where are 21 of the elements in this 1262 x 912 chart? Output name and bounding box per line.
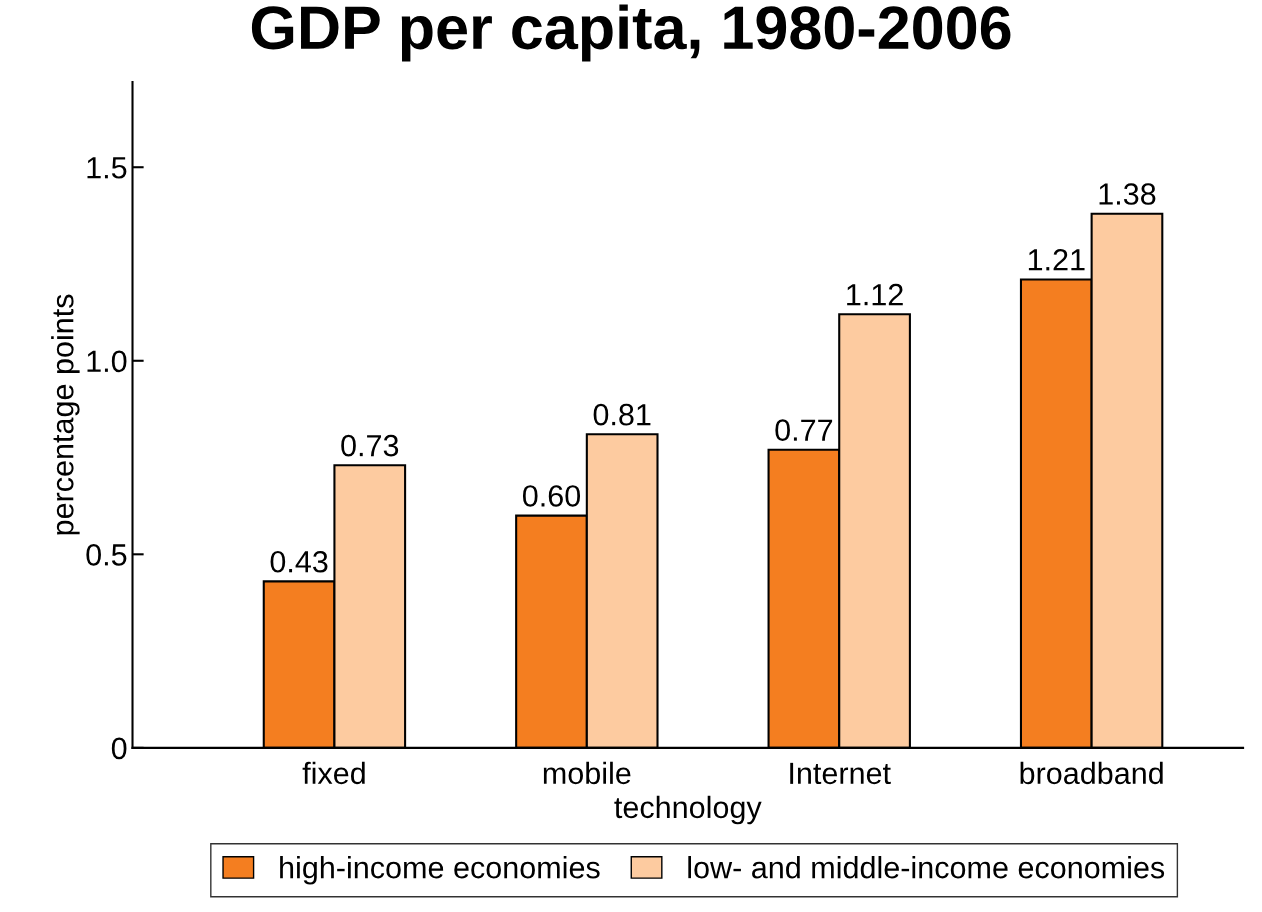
data-label: 0.73 — [341, 434, 399, 457]
legend-label: low- and middle-income economies — [688, 856, 1165, 879]
data-label: 1.38 — [1099, 183, 1156, 205]
x-tick-label: broadband — [1020, 761, 1163, 785]
legend-label: high-income economies — [280, 856, 600, 885]
data-label: 0.81 — [593, 403, 651, 426]
data-label: 1.12 — [847, 283, 903, 306]
y-tick-label: 0 — [111, 737, 127, 760]
data-label: 1.21 — [1028, 249, 1085, 271]
data-label: 0.77 — [775, 419, 833, 441]
x-tick-label: fixed — [302, 761, 365, 785]
x-tick-label: Internet — [790, 762, 891, 785]
data-label: 0.43 — [270, 550, 328, 573]
data-label: 0.60 — [522, 485, 581, 507]
x-tick-label: mobile — [543, 761, 631, 785]
y-tick-label: 1.5 — [87, 157, 127, 179]
chart-title: GDP per capita, 1980-2006 — [251, 4, 1011, 62]
y-tick-label: 1.0 — [87, 350, 127, 373]
x-axis-title: technology — [614, 795, 762, 825]
y-tick-label: 0.5 — [86, 544, 127, 566]
y-axis-title: percentage points — [51, 294, 80, 535]
